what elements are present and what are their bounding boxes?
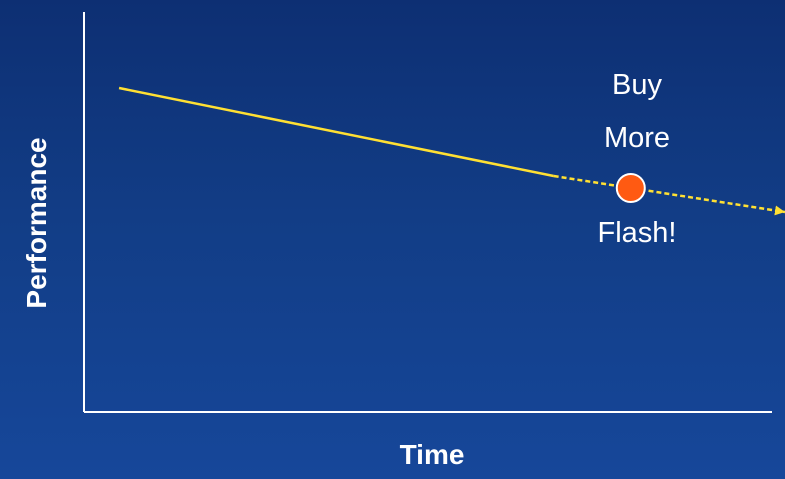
annotation: Buy More Flash!	[598, 69, 677, 249]
x-axis-title: Time	[400, 439, 465, 470]
annotation-line-flash: Flash!	[598, 217, 677, 249]
annotation-line-more: More	[604, 122, 670, 154]
marker-layer	[615, 173, 646, 203]
axes	[83, 12, 772, 413]
data-point-marker	[615, 173, 646, 203]
series-line-projected	[553, 174, 785, 216]
series-layer	[118, 86, 785, 216]
series-line-actual	[118, 86, 554, 178]
y-axis-title: Performance	[21, 137, 52, 308]
annotation-line-buy: Buy	[612, 69, 662, 101]
